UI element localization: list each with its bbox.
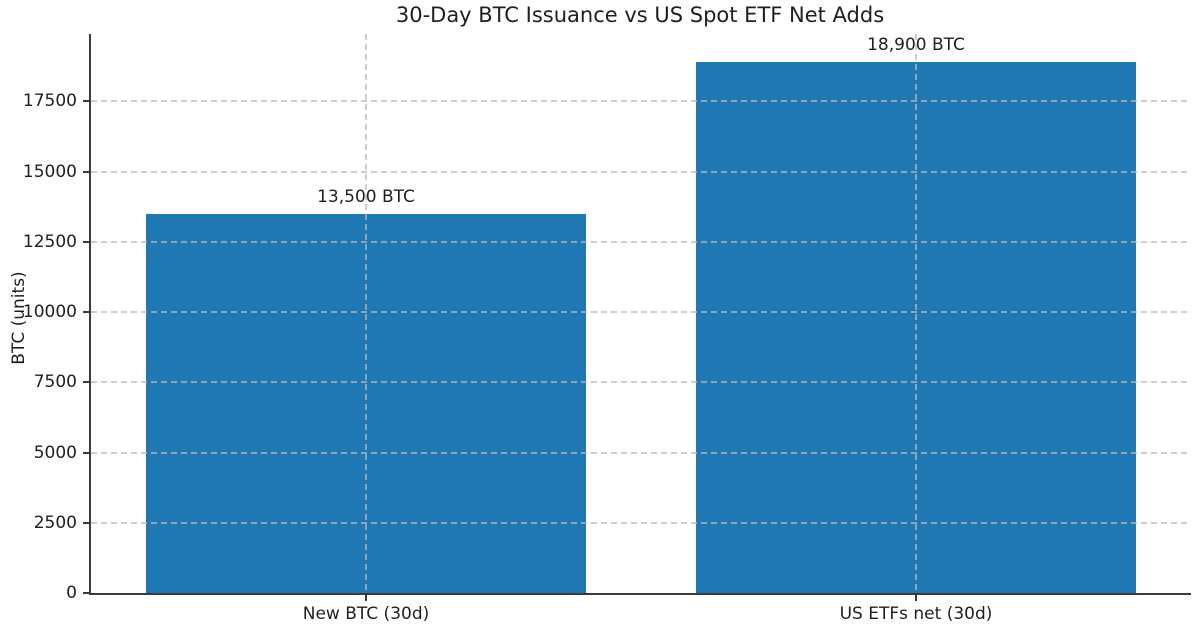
y-tick-label: 5000 (33, 442, 77, 463)
bar-value-label: 18,900 BTC (867, 35, 965, 56)
gridline-horizontal (91, 381, 1191, 384)
plot-area: 0 2500 5000 7500 10000 12500 15000 17500 13,500 … (23, 34, 1191, 624)
y-tick-label: 10000 (22, 302, 77, 323)
y-tick-label: 0 (66, 583, 77, 603)
y-tick-label: 15000 (22, 161, 77, 182)
y-tick-label: 7500 (33, 372, 77, 393)
y-tick-mark (83, 240, 91, 243)
y-tick-label: 17500 (22, 91, 77, 112)
x-tick-label: US ETFs net (30d) (839, 604, 993, 624)
gridline-horizontal (91, 240, 1191, 243)
y-tick-mark (83, 592, 91, 594)
x-tick-mark (365, 593, 367, 601)
y-tick-mark (83, 521, 91, 524)
y-tick-mark (83, 100, 91, 103)
y-tick-mark (83, 451, 91, 454)
chart-title: 30-Day BTC Issuance vs US Spot ETF Net A… (395, 3, 885, 27)
y-tick-mark (83, 311, 91, 314)
y-tick-label: 12500 (22, 231, 77, 252)
gridline-vertical (365, 34, 367, 593)
gridline-horizontal (91, 311, 1191, 314)
y-tick-label: 2500 (33, 512, 77, 533)
x-tick-mark (915, 593, 917, 601)
y-tick-mark (83, 170, 91, 173)
gridline-horizontal (91, 451, 1191, 454)
y-tick-mark (83, 381, 91, 384)
bar-value-label: 13,500 BTC (317, 186, 415, 207)
gridline-horizontal (91, 170, 1191, 173)
gridline-horizontal (91, 521, 1191, 524)
gridline-vertical (915, 34, 917, 593)
gridline-horizontal (91, 100, 1191, 103)
x-tick-label: New BTC (30d) (302, 604, 430, 624)
